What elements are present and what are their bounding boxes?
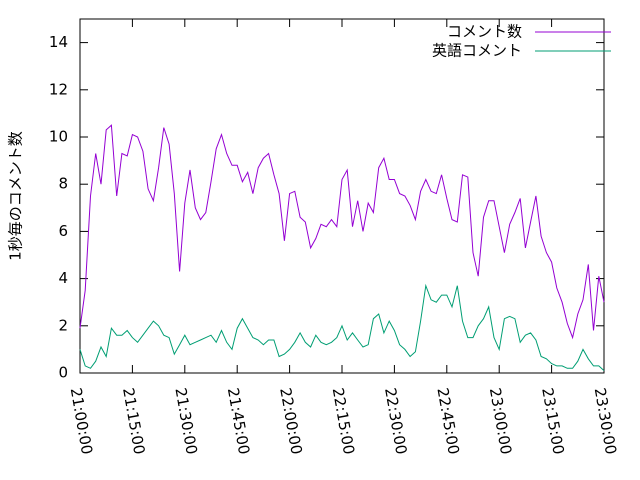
x-tick-label: 23:00:00 (486, 386, 515, 455)
x-tick-label: 22:15:00 (329, 386, 358, 455)
y-tick-label: 6 (58, 222, 68, 240)
x-tick-label: 23:30:00 (591, 386, 620, 455)
y-tick-label: 4 (58, 269, 68, 287)
x-tick-label: 22:45:00 (433, 386, 462, 455)
x-tick-label: 21:45:00 (224, 386, 253, 455)
x-tick-label: 23:15:00 (538, 386, 567, 455)
y-tick-label: 8 (58, 175, 68, 193)
y-axis-label: 1秒毎のコメント数 (7, 131, 25, 261)
y-tick-label: 14 (49, 33, 68, 51)
legend-label: コメント数 (447, 23, 522, 41)
series-line (79, 283, 605, 371)
y-tick-label: 10 (49, 128, 68, 146)
x-tick-label: 21:00:00 (67, 386, 96, 455)
legend-label: 英語コメント (432, 42, 522, 60)
series-line (79, 124, 605, 340)
y-tick-label: 0 (58, 364, 68, 382)
x-tick-label: 21:15:00 (119, 386, 148, 455)
x-tick-label: 21:30:00 (171, 386, 200, 455)
y-tick-label: 12 (49, 80, 68, 98)
x-tick-label: 22:00:00 (276, 386, 305, 455)
plot-border (79, 18, 605, 374)
y-tick-label: 2 (58, 316, 68, 334)
x-tick-label: 22:30:00 (381, 386, 410, 455)
